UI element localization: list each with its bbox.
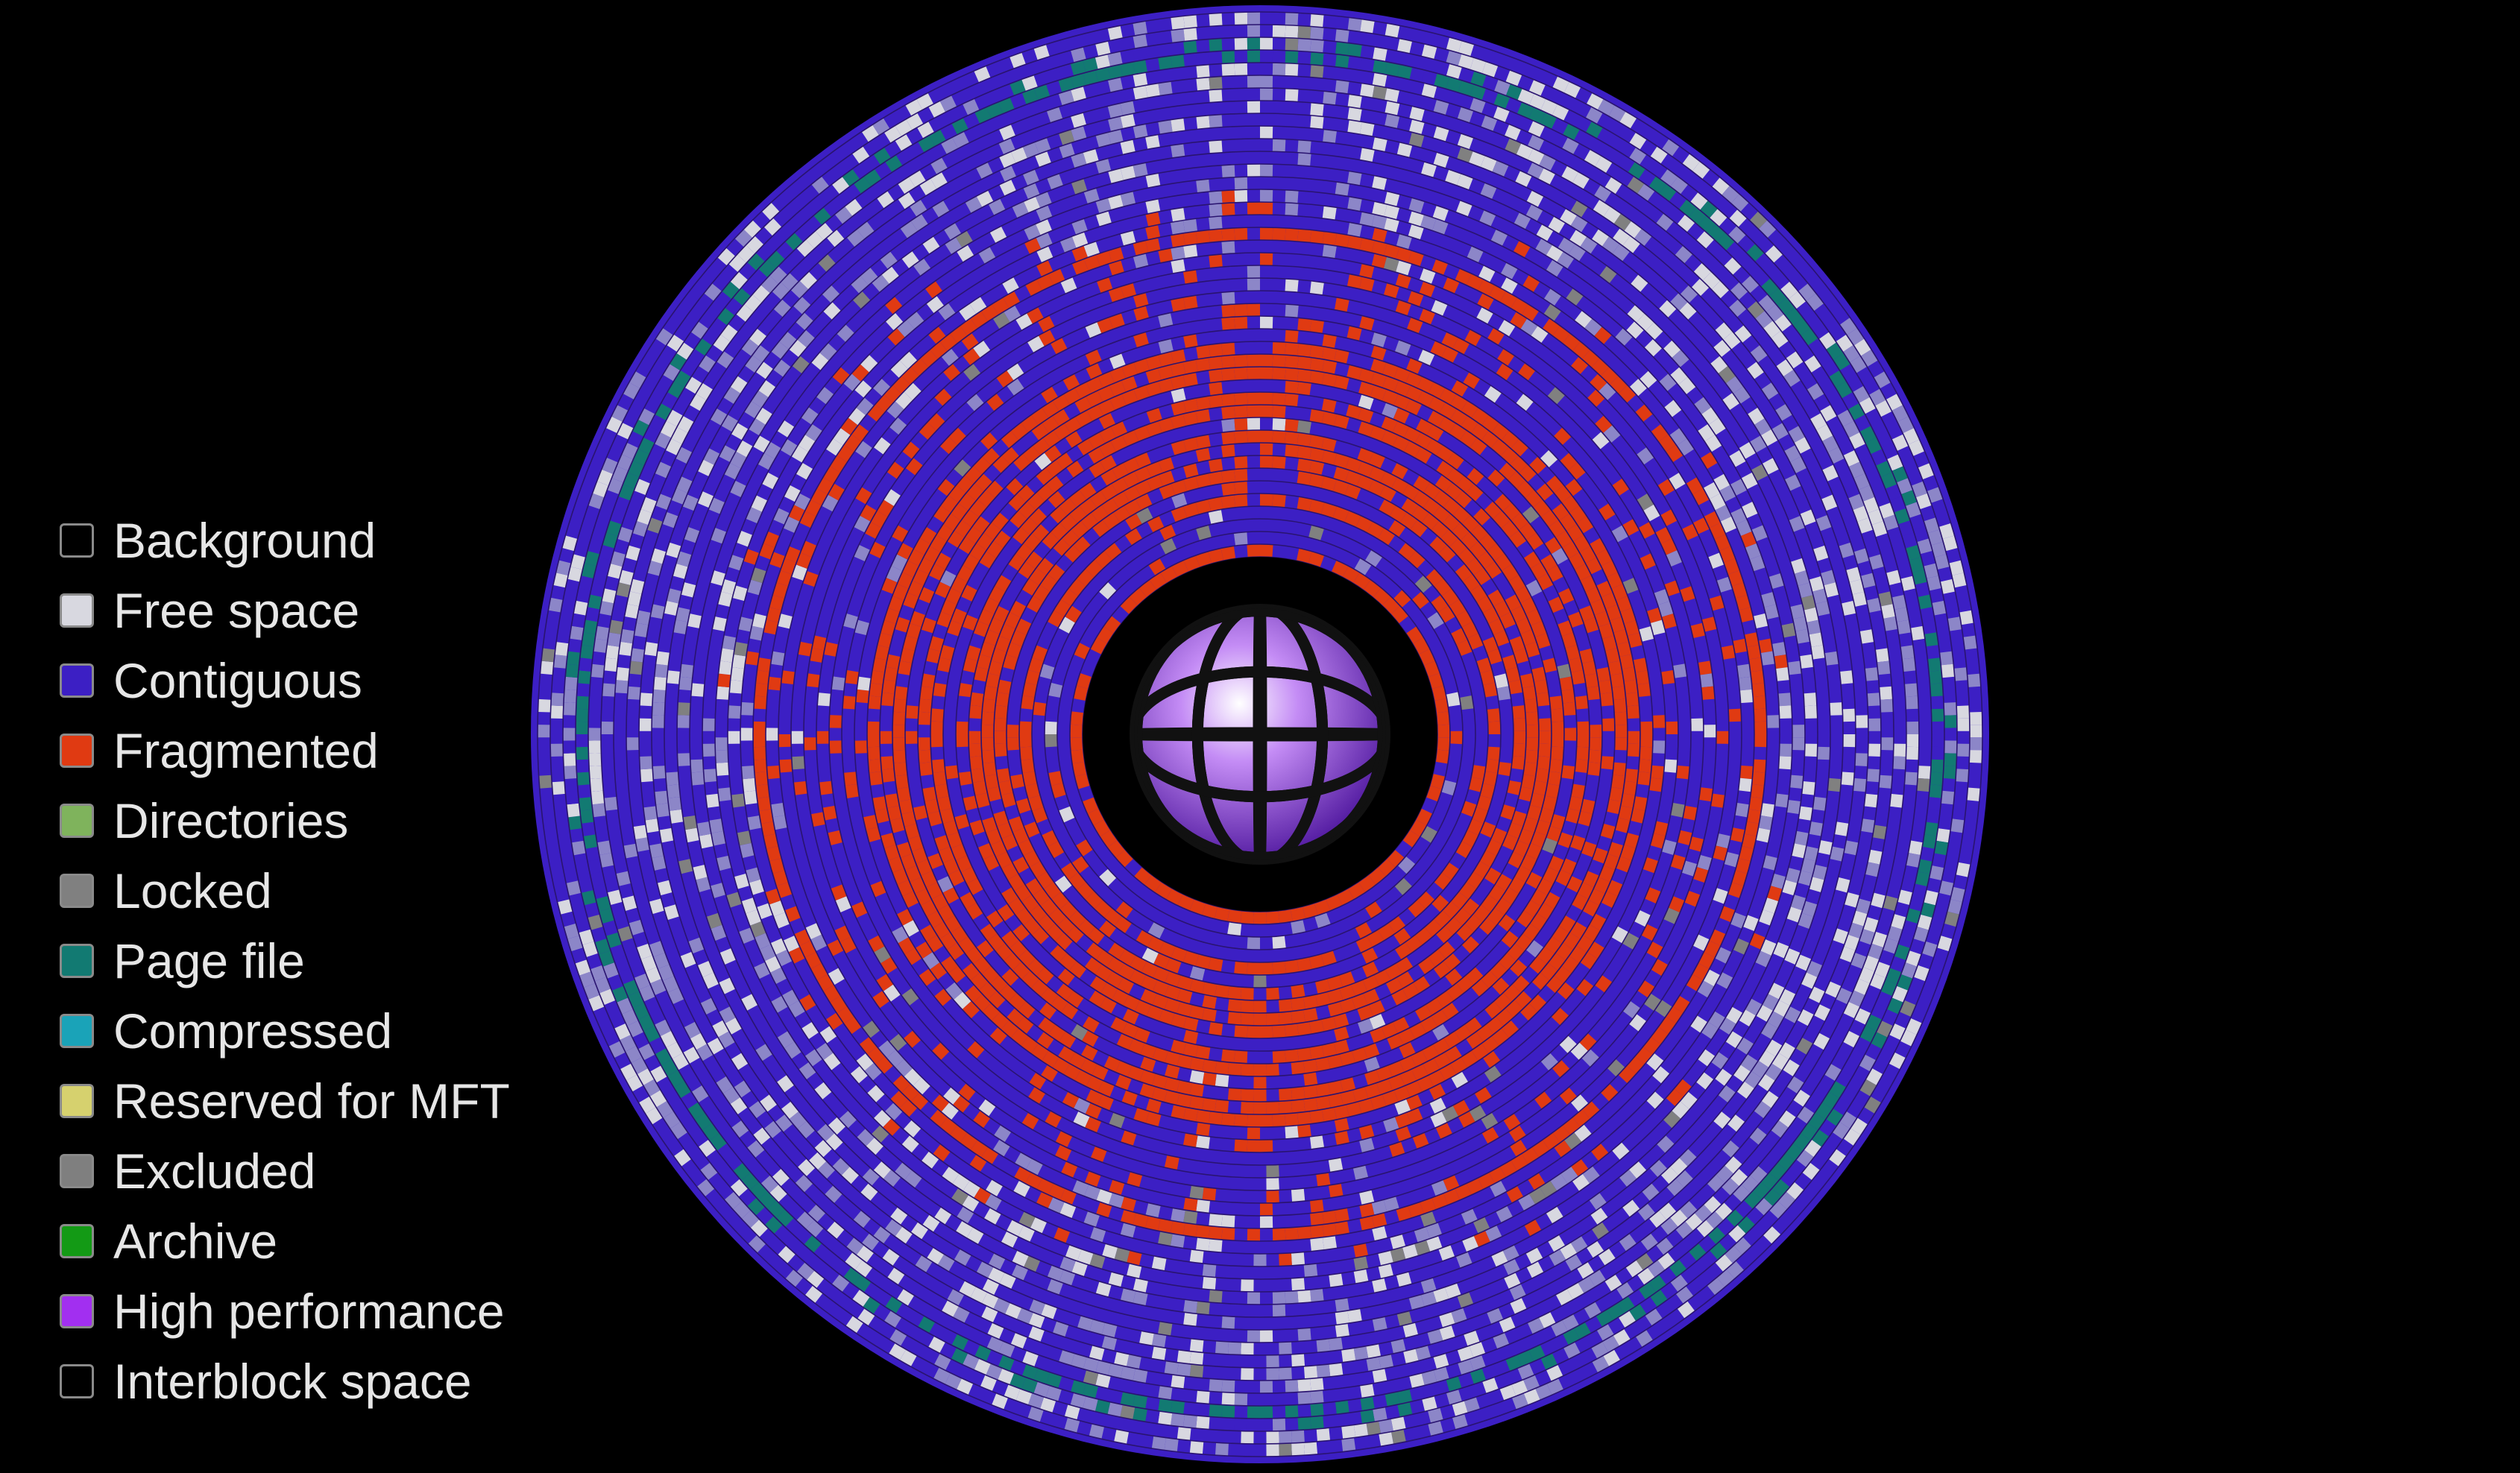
legend-item-locked[interactable]: Locked [60, 856, 596, 926]
legend-label-reserved-for-mft: Reserved for MFT [113, 1073, 510, 1129]
legend-swatch-contiguous[interactable] [60, 663, 94, 698]
app-logo-sphere-icon [1130, 604, 1390, 865]
legend-label-excluded: Excluded [113, 1144, 316, 1199]
legend-item-page-file[interactable]: Page file [60, 926, 596, 996]
legend-label-high-performance: High performance [113, 1284, 505, 1339]
legend-item-reserved-for-mft[interactable]: Reserved for MFT [60, 1066, 596, 1136]
legend-label-contiguous: Contiguous [113, 653, 362, 708]
legend-swatch-page-file[interactable] [60, 944, 94, 978]
legend-swatch-high-performance[interactable] [60, 1294, 94, 1328]
legend-swatch-locked[interactable] [60, 874, 94, 908]
legend-label-interblock-space: Interblock space [113, 1354, 472, 1409]
legend-item-directories[interactable]: Directories [60, 786, 596, 856]
legend-label-archive: Archive [113, 1214, 278, 1269]
legend-swatch-archive[interactable] [60, 1224, 94, 1258]
legend-item-background[interactable]: Background [60, 505, 596, 575]
legend-label-page-file: Page file [113, 933, 305, 988]
legend-swatch-compressed[interactable] [60, 1014, 94, 1048]
legend-label-locked: Locked [113, 863, 272, 918]
legend-swatch-free-space[interactable] [60, 593, 94, 628]
legend-swatch-directories[interactable] [60, 804, 94, 838]
legend-item-free-space[interactable]: Free space [60, 575, 596, 646]
legend-item-archive[interactable]: Archive [60, 1206, 596, 1276]
legend-label-background: Background [113, 513, 377, 568]
legend-label-free-space: Free space [113, 583, 360, 638]
legend-item-excluded[interactable]: Excluded [60, 1136, 596, 1206]
legend-swatch-excluded[interactable] [60, 1154, 94, 1188]
legend-item-contiguous[interactable]: Contiguous [60, 646, 596, 716]
legend-swatch-background[interactable] [60, 523, 94, 558]
legend-swatch-interblock-space[interactable] [60, 1364, 94, 1398]
legend-item-compressed[interactable]: Compressed [60, 996, 596, 1066]
legend-item-interblock-space[interactable]: Interblock space [60, 1346, 596, 1416]
legend-label-compressed: Compressed [113, 1003, 393, 1059]
legend-swatch-reserved-for-mft[interactable] [60, 1084, 94, 1118]
cluster-grid [537, 11, 1983, 1457]
legend-item-high-performance[interactable]: High performance [60, 1276, 596, 1346]
legend-label-directories: Directories [113, 793, 349, 848]
legend-label-fragmented: Fragmented [113, 723, 379, 778]
legend-item-fragmented[interactable]: Fragmented [60, 716, 596, 786]
legend-swatch-fragmented[interactable] [60, 734, 94, 768]
legend: Background Free space Contiguous Fragmented… [60, 505, 596, 1416]
